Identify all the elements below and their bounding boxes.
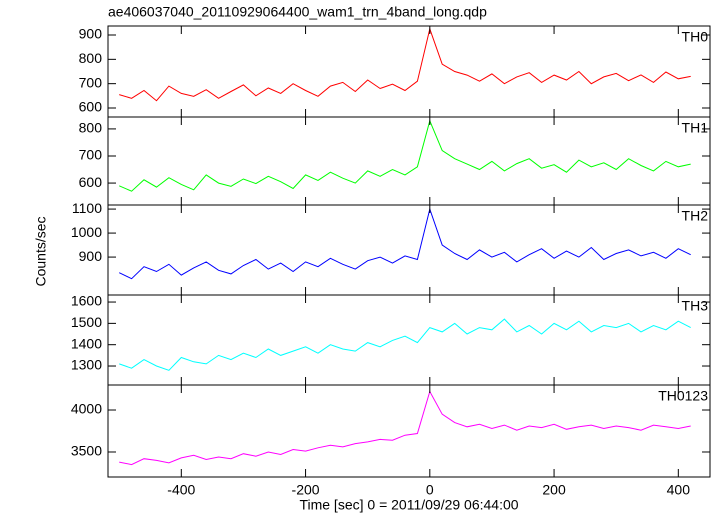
x-tick-label: 0 — [426, 482, 434, 498]
panel-label: TH3 — [682, 298, 709, 314]
series-line — [119, 119, 691, 192]
y-tick-label: 1600 — [71, 293, 102, 309]
x-tick-label: -400 — [167, 482, 195, 498]
y-tick-label: 600 — [79, 99, 103, 115]
y-tick-label: 700 — [79, 147, 103, 163]
y-tick-label: 800 — [79, 50, 103, 66]
y-tick-label: 1500 — [71, 314, 102, 330]
y-tick-label: 600 — [79, 174, 103, 190]
panel-frame — [107, 25, 711, 118]
panel-frame — [107, 384, 711, 478]
y-tick-label: 4000 — [71, 401, 102, 417]
y-tick-label: 900 — [79, 26, 103, 42]
panel-label: TH0 — [682, 29, 709, 45]
y-tick-label: 1100 — [72, 200, 102, 216]
y-tick-label: 1300 — [71, 357, 102, 373]
y-tick-label: 700 — [79, 74, 103, 90]
x-tick-label: 200 — [542, 482, 566, 498]
y-tick-label: 3500 — [71, 443, 102, 459]
panel-label: TH1 — [682, 120, 709, 136]
series-line — [119, 27, 691, 102]
chart-title: ae406037040_20110929064400_wam1_trn_4ban… — [108, 4, 487, 20]
panel-frame — [107, 204, 711, 296]
y-tick-label: 800 — [79, 120, 103, 136]
x-axis-label: Time [sec] 0 = 2011/09/29 06:44:00 — [299, 497, 518, 513]
series-line — [119, 390, 691, 466]
x-tick-label: 400 — [667, 482, 691, 498]
y-tick-label: 900 — [79, 248, 103, 264]
panel-frame — [107, 116, 711, 206]
series-line — [118, 207, 691, 280]
y-tick-label: 1000 — [71, 224, 102, 240]
panel-frame — [107, 294, 711, 386]
y-tick-label: 1400 — [71, 335, 102, 351]
panel-label: TH2 — [682, 208, 709, 224]
panel-label: TH0123 — [658, 388, 708, 404]
y-axis-label: Counts/sec — [33, 216, 49, 286]
series-line — [119, 318, 691, 371]
x-tick-label: -200 — [292, 482, 320, 498]
